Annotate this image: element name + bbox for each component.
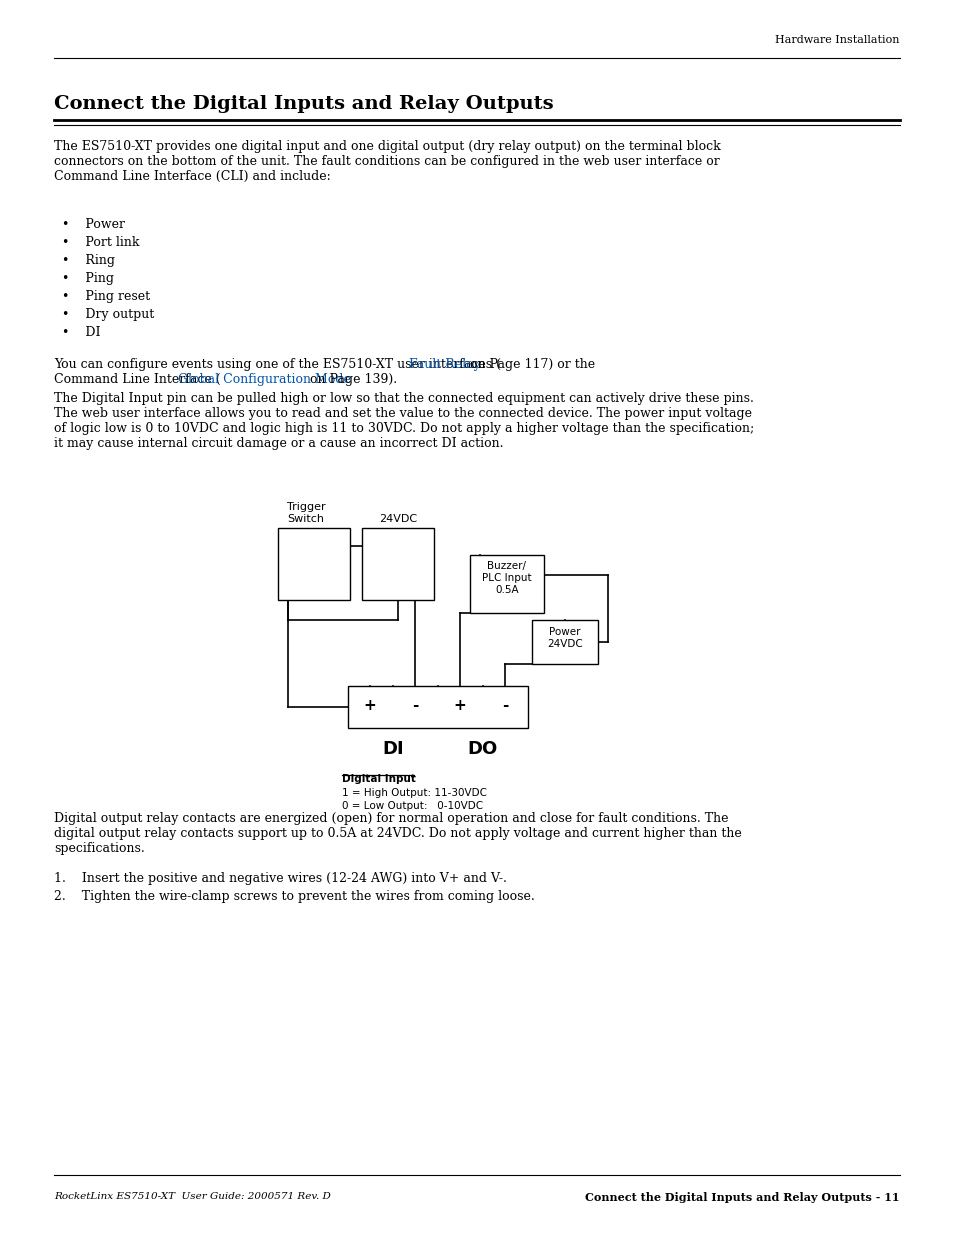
Text: +: + (453, 698, 466, 713)
Text: Trigger: Trigger (287, 501, 325, 513)
Text: 1 = High Output: 11-30VDC: 1 = High Output: 11-30VDC (341, 788, 486, 798)
Text: The ES7510-XT provides one digital input and one digital output (dry relay outpu: The ES7510-XT provides one digital input… (54, 140, 720, 183)
Bar (348, 685, 527, 727)
Text: Command Line Interface (: Command Line Interface ( (54, 373, 220, 387)
Text: •    Power: • Power (62, 219, 125, 231)
Text: 0 = Low Output:   0-10VDC: 0 = Low Output: 0-10VDC (341, 802, 482, 811)
Text: 24VDC: 24VDC (547, 638, 582, 650)
Text: Switch: Switch (287, 514, 324, 524)
Text: PLC Input: PLC Input (481, 573, 531, 583)
Text: •    Ping: • Ping (62, 272, 113, 285)
Text: •    Port link: • Port link (62, 236, 139, 249)
Text: •    DI: • DI (62, 326, 100, 338)
Text: 24VDC: 24VDC (378, 514, 416, 524)
Text: +: + (363, 698, 376, 713)
Text: •    Dry output: • Dry output (62, 308, 154, 321)
Text: Hardware Installation: Hardware Installation (775, 35, 899, 44)
Text: 0.5A: 0.5A (495, 585, 518, 595)
Text: You can configure events using one of the ES7510-XT user interfaces (: You can configure events using one of th… (54, 358, 500, 370)
Text: Power: Power (549, 627, 580, 637)
Text: Digital Input: Digital Input (341, 774, 416, 784)
Text: DI: DI (382, 740, 403, 758)
Text: on Page 117) or the: on Page 117) or the (465, 358, 595, 370)
Text: •    Ping reset: • Ping reset (62, 290, 150, 303)
Text: Connect the Digital Inputs and Relay Outputs - 11: Connect the Digital Inputs and Relay Out… (585, 1192, 899, 1203)
Text: Fault Relay: Fault Relay (409, 358, 480, 370)
Text: •    Ring: • Ring (62, 254, 115, 267)
Text: on Page 139).: on Page 139). (306, 373, 397, 387)
Text: -: - (501, 698, 508, 713)
Text: 1.    Insert the positive and negative wires (12-24 AWG) into V+ and V-.: 1. Insert the positive and negative wire… (54, 872, 506, 885)
Text: -: - (412, 698, 417, 713)
Bar (277, 529, 350, 600)
Text: The Digital Input pin can be pulled high or low so that the connected equipment : The Digital Input pin can be pulled high… (54, 391, 754, 450)
Bar (361, 529, 434, 600)
Bar (532, 620, 598, 664)
Text: Digital output relay contacts are energized (open) for normal operation and clos: Digital output relay contacts are energi… (54, 811, 741, 855)
Text: Buzzer/: Buzzer/ (487, 561, 526, 571)
Text: Global Configuration Mode: Global Configuration Mode (177, 373, 350, 387)
Text: Connect the Digital Inputs and Relay Outputs: Connect the Digital Inputs and Relay Out… (54, 95, 553, 112)
Bar (470, 555, 543, 613)
Text: DO: DO (467, 740, 497, 758)
Text: RocketLinx ES7510-XT  User Guide: 2000571 Rev. D: RocketLinx ES7510-XT User Guide: 2000571… (54, 1192, 331, 1200)
Text: 2.    Tighten the wire-clamp screws to prevent the wires from coming loose.: 2. Tighten the wire-clamp screws to prev… (54, 890, 535, 903)
